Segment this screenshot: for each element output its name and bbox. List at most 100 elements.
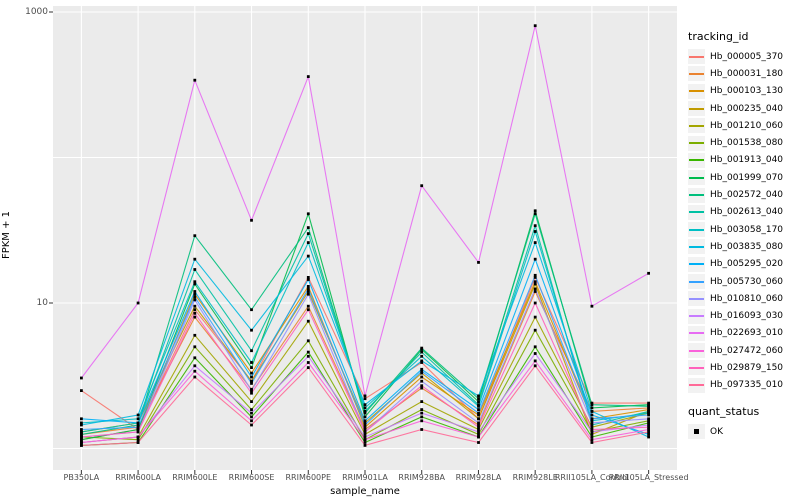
legend-item: Hb_005295_020 <box>688 256 798 273</box>
data-point <box>477 400 480 403</box>
data-point <box>306 276 310 279</box>
data-point <box>80 433 83 436</box>
data-point <box>420 408 424 411</box>
data-point <box>477 261 480 264</box>
data-point <box>193 268 197 271</box>
data-point <box>363 410 367 413</box>
data-point <box>420 371 424 375</box>
data-point <box>193 295 197 299</box>
legend-key <box>688 377 705 393</box>
legend-line-swatch <box>689 90 704 93</box>
legend-line-swatch <box>689 297 704 300</box>
legend-item: Hb_003835_080 <box>688 238 798 255</box>
data-point <box>647 435 650 439</box>
x-tick-label: RRIM928LA <box>455 473 502 482</box>
data-point <box>647 410 650 413</box>
legend-key <box>688 274 705 289</box>
data-point <box>250 382 253 385</box>
data-point <box>80 444 83 447</box>
data-point <box>363 428 367 431</box>
data-point <box>136 301 140 305</box>
data-point <box>363 394 367 398</box>
data-point <box>306 354 310 358</box>
data-point <box>306 285 310 288</box>
data-point <box>136 425 140 429</box>
legend-item: Hb_000031_180 <box>688 65 798 82</box>
legend-item: Hb_016093_030 <box>688 307 798 324</box>
data-point <box>363 430 367 434</box>
legend-line-swatch <box>689 211 704 214</box>
data-point <box>420 354 424 358</box>
data-point <box>533 224 537 228</box>
legend-item: Hb_002613_040 <box>688 204 798 221</box>
data-point <box>590 428 594 431</box>
data-point <box>250 375 253 379</box>
legend-item: Hb_005730_060 <box>688 273 798 290</box>
data-point <box>306 361 310 364</box>
data-point <box>363 435 367 439</box>
ok-point-icon <box>694 429 699 435</box>
data-point <box>80 438 83 442</box>
data-point <box>590 438 594 442</box>
data-point <box>363 438 367 442</box>
data-point <box>193 234 197 238</box>
data-point <box>306 366 310 369</box>
data-point <box>647 271 650 275</box>
data-point <box>250 389 253 392</box>
data-point <box>647 425 650 429</box>
data-point <box>533 230 537 233</box>
legend-item: Hb_001210_060 <box>688 117 798 134</box>
legend-label: Hb_003835_080 <box>710 241 784 252</box>
data-point <box>590 419 594 423</box>
data-point <box>80 421 83 425</box>
data-point <box>477 425 480 429</box>
legend-item: Hb_003058_170 <box>688 221 798 238</box>
data-point <box>193 282 197 286</box>
legend-item-ok: OK <box>688 423 798 440</box>
legend-line-swatch <box>689 366 704 369</box>
data-point <box>647 411 650 415</box>
legend-quant-status: quant_status OK <box>688 405 798 440</box>
data-point <box>363 441 367 444</box>
data-point <box>420 184 424 188</box>
x-tick-label: RRIM600LE <box>172 473 218 482</box>
legend-label: Hb_000031_180 <box>710 68 784 79</box>
data-point <box>193 311 197 315</box>
legend-item: Hb_001913_040 <box>688 152 798 169</box>
data-point <box>193 345 197 349</box>
legend-line-swatch <box>689 124 704 127</box>
data-point <box>136 417 140 421</box>
data-point <box>250 400 253 403</box>
legend-label-ok: OK <box>710 426 723 437</box>
data-point <box>250 349 253 353</box>
data-point <box>80 441 83 444</box>
x-tick-label: RRIM928BA <box>398 473 446 482</box>
legend-key <box>688 83 705 99</box>
data-point <box>590 425 594 429</box>
data-point <box>363 423 367 427</box>
legend-item: Hb_022693_010 <box>688 325 798 342</box>
data-point <box>533 241 537 244</box>
x-tick-label: PB350LA <box>63 473 100 482</box>
legend-label: Hb_002572_040 <box>710 190 784 201</box>
legend-key <box>688 343 705 359</box>
legend-key <box>688 187 705 203</box>
data-point <box>533 212 537 216</box>
legend-line-swatch <box>689 142 704 145</box>
legend-item: Hb_097335_010 <box>688 377 798 394</box>
data-point <box>533 301 537 305</box>
legend-key <box>688 152 705 168</box>
data-point <box>363 397 367 401</box>
data-point <box>533 280 537 284</box>
data-point <box>420 415 424 419</box>
legend-key <box>688 325 705 341</box>
legend-label: Hb_005730_060 <box>710 276 784 287</box>
data-point <box>590 430 594 434</box>
data-point <box>306 287 310 291</box>
data-point <box>250 218 253 222</box>
data-point <box>193 315 197 319</box>
data-point <box>477 403 480 407</box>
data-point <box>533 209 537 213</box>
data-point <box>533 328 537 332</box>
